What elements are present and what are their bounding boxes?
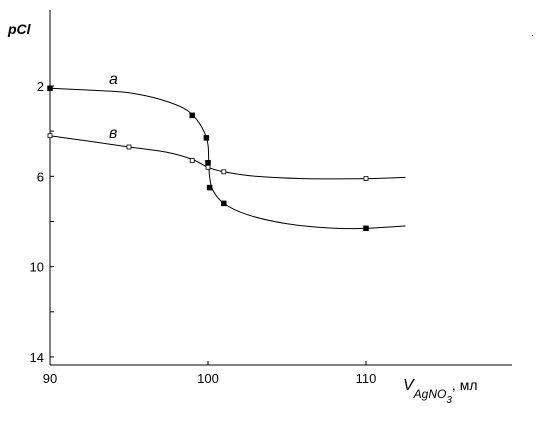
series-v-line (49, 135, 406, 180)
curves (49, 87, 406, 230)
y-axis-title: pCl (7, 21, 32, 37)
series-v-point (126, 144, 132, 150)
markers (47, 85, 369, 232)
x-title-subscript: AgNO (413, 387, 447, 401)
stray-mark: . (531, 28, 534, 39)
series-a-line (49, 87, 406, 230)
y-tick-label: 14 (30, 350, 44, 365)
series-v-point (221, 169, 227, 175)
y-tick-label: 6 (37, 169, 44, 184)
x-tick-label: 90 (43, 371, 57, 386)
x-title-unit: , мл (452, 377, 478, 393)
series-v-point (363, 176, 369, 182)
series-a-point (206, 184, 213, 191)
series-label-a: а (109, 71, 118, 88)
series-a-point (363, 225, 369, 232)
x-title-main: V (403, 377, 415, 394)
x-tick-label: 100 (197, 371, 219, 386)
ticks: 2 6 10 14 90 100 110 (30, 79, 377, 386)
series-a-point (47, 85, 53, 92)
series-a-point (203, 135, 210, 141)
series-a-point (205, 160, 211, 166)
x-tick-label: 110 (356, 371, 377, 386)
x-title-subscript-digit: 3 (446, 395, 452, 406)
series-v-point (189, 158, 195, 163)
series-v-point (205, 164, 211, 170)
series-a-point (221, 200, 227, 207)
series-a-point (189, 112, 195, 119)
axes (49, 10, 512, 366)
x-axis-title: VAgNO3, мл (403, 377, 478, 406)
y-tick-label: 2 (37, 79, 44, 94)
series-label-v: в (109, 125, 117, 142)
y-tick-label: 10 (30, 260, 44, 275)
series-v-point (47, 133, 53, 139)
